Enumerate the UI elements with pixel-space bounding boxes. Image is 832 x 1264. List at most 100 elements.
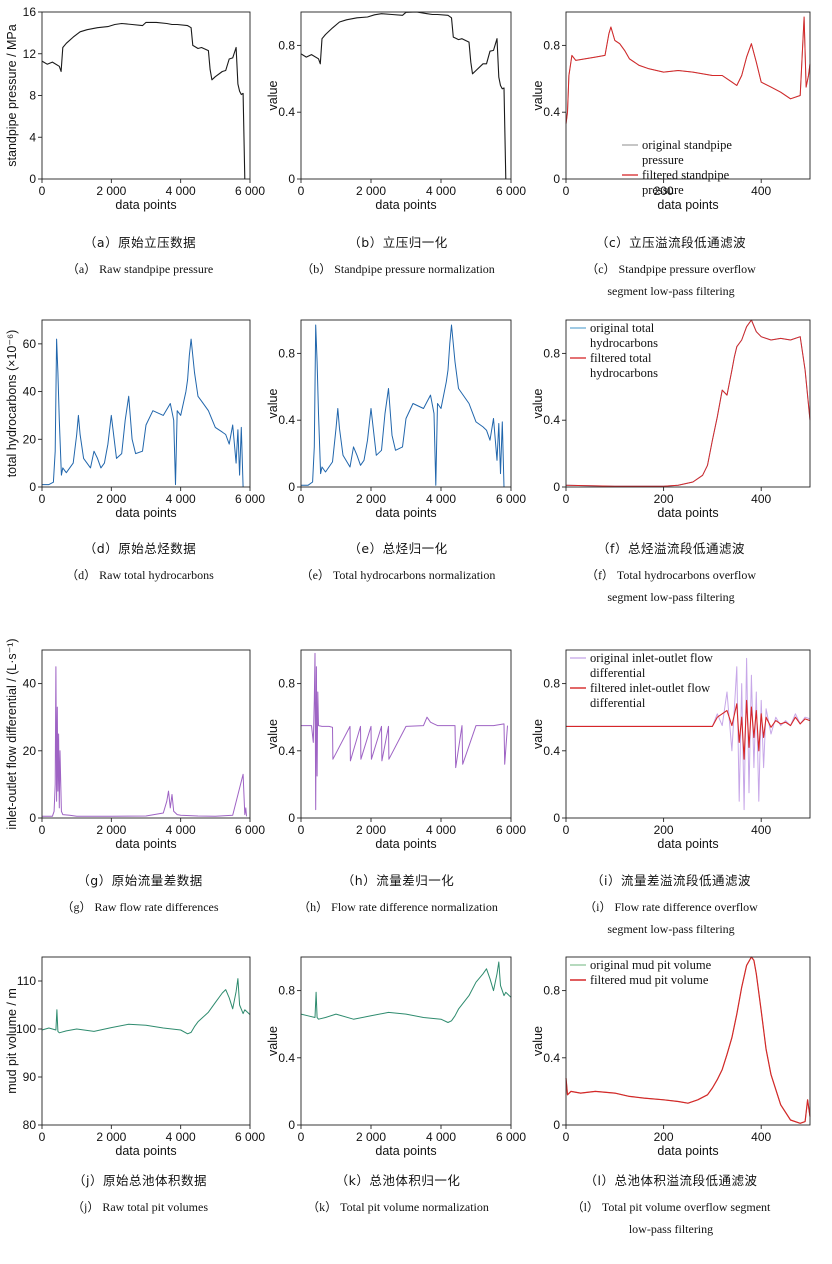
legend-label: hydrocarbons (590, 366, 658, 380)
plot-frame (41, 319, 251, 488)
x-tick-label: 0 (298, 1130, 305, 1144)
caption-h: （h）流量差归一化 （h） Flow rate difference normal… (268, 872, 528, 916)
caption-chinese: （g）原始流量差数据 (77, 873, 203, 888)
y-tick-label: 0.4 (278, 105, 295, 119)
y-tick-label: 0.8 (278, 38, 295, 52)
y-tick-label: 12 (23, 47, 37, 61)
y-tick-label: 90 (23, 1070, 37, 1084)
caption-a: （a）原始立压数据 （a） Raw standpipe pressure (10, 234, 270, 278)
x-tick-label: 4 000 (166, 1130, 196, 1144)
series-line-c-0 (565, 16, 811, 124)
x-tick-label: 0 (563, 492, 570, 506)
x-tick-label: 6 000 (496, 1130, 526, 1144)
caption-english-line: （j） Raw total pit volumes (72, 1200, 208, 1214)
caption-l: （l）总池体积溢流段低通滤波 （l） Total pit volume overf… (541, 1172, 801, 1238)
y-tick-label: 0 (288, 1118, 295, 1132)
y-tick-label: 80 (23, 1118, 37, 1132)
caption-d: （d）原始总烃数据 （d） Raw total hydrocarbons (10, 540, 270, 584)
x-tick-label: 0 (298, 823, 305, 837)
x-tick-label: 6 000 (235, 184, 265, 198)
series-line-a-0 (41, 21, 246, 180)
plot-frame (300, 11, 512, 180)
x-tick-label: 4 000 (426, 492, 456, 506)
caption-g: （g）原始流量差数据 （g） Raw flow rate differences (10, 872, 270, 916)
y-tick-label: 0.8 (543, 677, 560, 691)
x-axis-title: data points (115, 1144, 176, 1158)
series-line-i-1 (566, 699, 811, 760)
caption-english-line: （g） Raw flow rate differences (61, 900, 219, 914)
caption-english: （b） Standpipe pressure normalization (268, 260, 528, 278)
series-line-e-0 (301, 324, 505, 488)
y-tick-label: 0.4 (543, 1051, 560, 1065)
y-axis-title: value (266, 719, 280, 749)
caption-e: （e）总烃归一化 （e） Total hydrocarbons normaliza… (268, 540, 528, 584)
caption-english: （a） Raw standpipe pressure (10, 260, 270, 278)
caption-english-line: segment low-pass filtering (607, 284, 735, 298)
y-tick-label: 0 (553, 480, 560, 494)
series-line-b-0 (300, 11, 507, 180)
x-tick-label: 0 (298, 492, 305, 506)
y-tick-label: 0 (29, 172, 36, 186)
legend-label: pressure (642, 183, 684, 197)
plot-frame (565, 11, 811, 180)
x-axis-title: data points (657, 1144, 718, 1158)
plot-frame (300, 319, 512, 488)
x-tick-label: 6 000 (496, 823, 526, 837)
caption-english-line: low-pass filtering (628, 1222, 714, 1236)
plot-frame (41, 11, 251, 180)
caption-chinese: （k）总池体积归一化 (335, 1173, 461, 1188)
y-tick-label: 0 (288, 172, 295, 186)
x-tick-label: 0 (563, 1130, 570, 1144)
caption-j: （j）原始总池体积数据 （j） Raw total pit volumes (10, 1172, 270, 1216)
x-tick-label: 2 000 (96, 823, 126, 837)
x-tick-label: 0 (39, 1130, 46, 1144)
y-tick-label: 0 (29, 480, 36, 494)
legend-label: original mud pit volume (590, 958, 712, 972)
series-line-l-0 (565, 956, 811, 1124)
caption-f: （f）总烃溢流段低通滤波 （f） Total hydrocarbons overf… (541, 540, 801, 606)
x-tick-label: 0 (39, 184, 46, 198)
y-tick-label: 8 (29, 89, 36, 103)
caption-english: （j） Raw total pit volumes (10, 1198, 270, 1216)
caption-english-line: segment low-pass filtering (607, 590, 735, 604)
y-tick-label: 0.4 (543, 413, 560, 427)
y-tick-label: 0.4 (543, 105, 560, 119)
x-tick-label: 4 000 (166, 184, 196, 198)
x-tick-label: 200 (654, 1130, 674, 1144)
series-line-l-1 (565, 956, 811, 1124)
x-axis-title: data points (115, 506, 176, 520)
plot-frame (300, 956, 512, 1126)
y-axis-title: total hydrocarbons (×10⁻⁶) (5, 330, 19, 478)
legend-label: original total (590, 321, 655, 335)
caption-chinese: （e）总烃归一化 (348, 541, 448, 556)
y-tick-label: 20 (23, 432, 37, 446)
x-axis-title: data points (375, 1144, 436, 1158)
caption-english-line: （c） Standpipe pressure overflow (586, 262, 756, 276)
x-axis-title: data points (115, 198, 176, 212)
legend-label: original inlet-outlet flow (590, 651, 713, 665)
y-tick-label: 0.8 (543, 984, 560, 998)
x-axis-title: data points (115, 837, 176, 851)
y-tick-label: 60 (23, 337, 37, 351)
y-tick-label: 0.4 (543, 744, 560, 758)
x-tick-label: 4 000 (166, 492, 196, 506)
y-axis-title: value (531, 81, 545, 111)
legend-label: pressure (642, 153, 684, 167)
legend-label: filtered standpipe (642, 168, 730, 182)
caption-chinese: （l）总池体积溢流段低通滤波 (584, 1173, 758, 1188)
x-tick-label: 2 000 (356, 1130, 386, 1144)
x-tick-label: 200 (654, 184, 674, 198)
plot-frame (565, 649, 811, 819)
x-axis-title: data points (657, 198, 718, 212)
y-axis-title: mud pit volume / m (5, 988, 19, 1094)
x-tick-label: 2 000 (356, 492, 386, 506)
x-axis-title: data points (375, 506, 436, 520)
caption-english: （f） Total hydrocarbons overflow segment l… (541, 566, 801, 606)
plot-frame (300, 649, 512, 819)
